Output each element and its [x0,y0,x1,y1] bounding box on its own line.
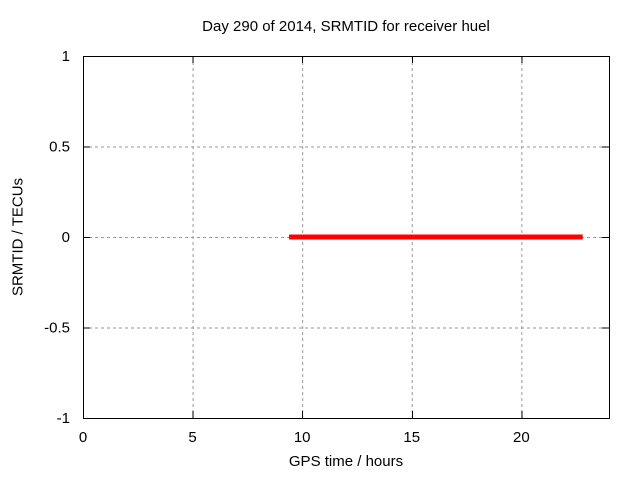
x-tick-label: 20 [513,429,530,446]
y-tick-label: 1 [62,48,70,65]
x-tick-label: 15 [403,429,420,446]
y-tick-label: 0.5 [49,139,70,156]
chart-title: Day 290 of 2014, SRMTID for receiver hue… [202,18,490,35]
x-tick-label: 5 [188,429,196,446]
y-tick-label: 0 [62,229,70,246]
y-tick-label: -1 [57,410,70,427]
x-tick-label: 10 [294,429,311,446]
y-tick-label: -0.5 [44,320,70,337]
x-axis-label: GPS time / hours [288,453,404,470]
x-tick-label: 0 [79,429,87,446]
